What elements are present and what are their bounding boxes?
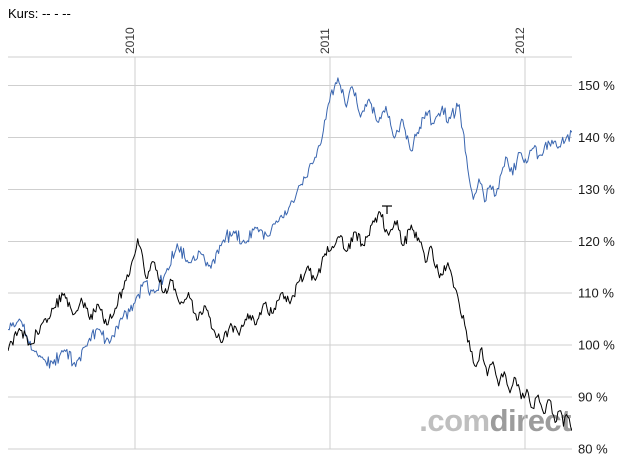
y-axis-tick-label: 120 %	[578, 234, 615, 249]
series-instrument-line-black	[8, 211, 572, 431]
kurs-readout: Kurs: -- - --	[8, 6, 71, 21]
t-marker-annotation	[382, 205, 393, 215]
series-benchmark-line-blue	[8, 77, 572, 369]
y-axis-tick-label: 100 %	[578, 338, 615, 353]
watermark-text-direct: direct	[489, 403, 572, 438]
y-axis-tick-label: 130 %	[578, 182, 615, 197]
y-axis-tick-label: 90 %	[578, 390, 608, 405]
y-axis-tick-label: 80 %	[578, 442, 608, 457]
x-axis-year-label: 2011	[318, 28, 332, 54]
y-axis-tick-label: 150 %	[578, 78, 615, 93]
y-axis-tick-label: 140 %	[578, 130, 615, 145]
watermark-text-com: .com	[419, 403, 490, 438]
x-axis-year-label: 2010	[123, 27, 137, 54]
comdirect-watermark: .comdirect	[419, 405, 571, 436]
x-axis-year-label: 2012	[513, 27, 527, 54]
y-axis-tick-label: 110 %	[578, 286, 614, 301]
